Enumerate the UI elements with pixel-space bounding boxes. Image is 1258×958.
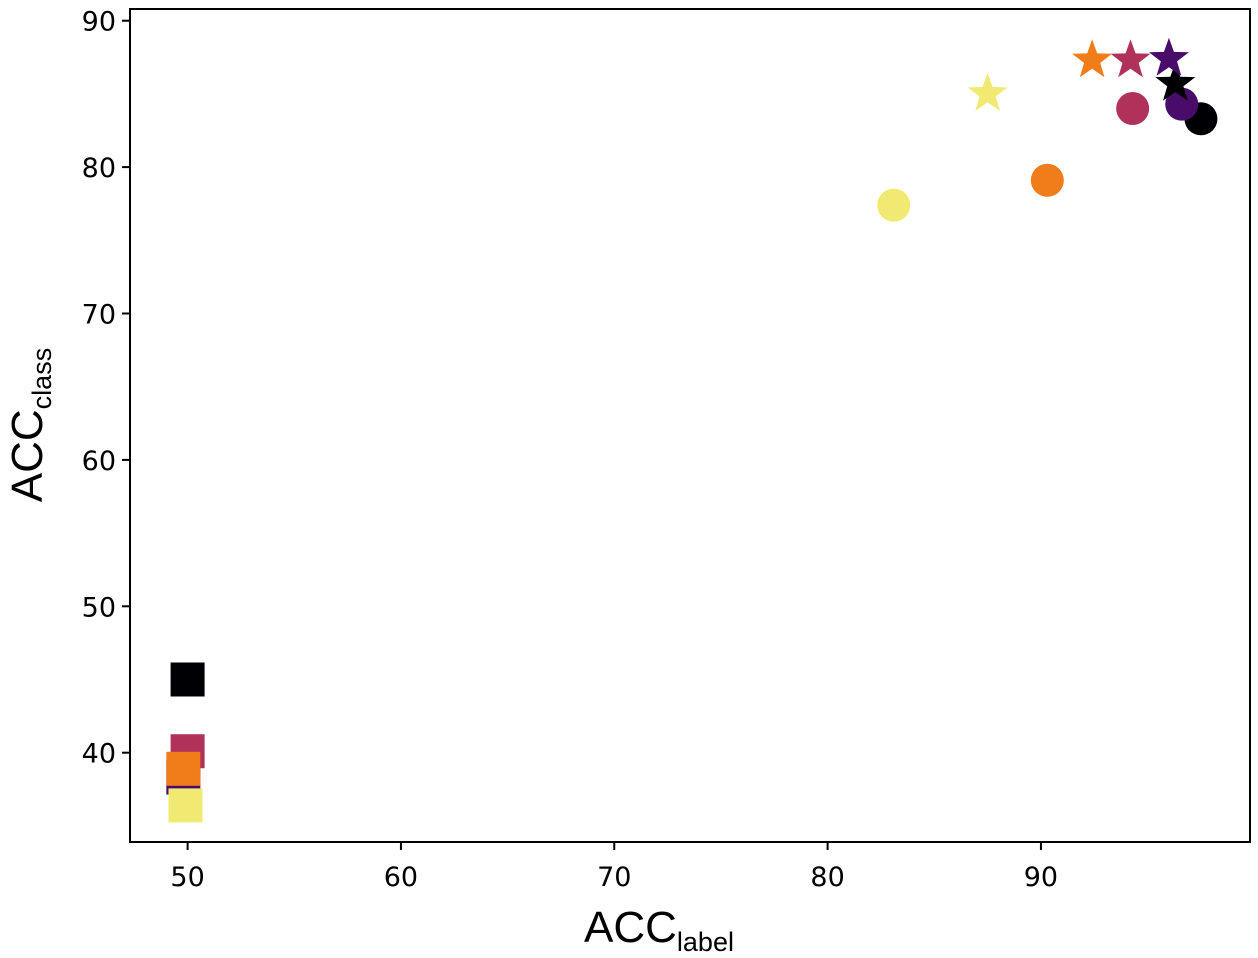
y-axis-label: ACCclass — [3, 348, 57, 502]
axis-ticks: 50 60 70 80 90 40 50 60 70 80 90 — [82, 7, 1058, 893]
plot-area-frame — [129, 8, 1251, 843]
circle-marker-orange — [1030, 163, 1064, 197]
star-marker-black — [1155, 62, 1196, 101]
data-points — [166, 37, 1218, 823]
star-marker-orange — [1072, 39, 1113, 78]
y-tick-label: 70 — [82, 300, 116, 331]
x-tick-label: 70 — [597, 862, 631, 893]
x-tick-label: 90 — [1024, 862, 1058, 893]
y-tick-label: 40 — [82, 739, 116, 770]
star-marker-yellow — [967, 72, 1008, 111]
circle-marker-crimson — [1116, 92, 1150, 126]
x-axis-label: ACClabel — [584, 903, 734, 957]
circle-marker-yellow — [877, 188, 911, 222]
star-marker-purple — [1148, 37, 1189, 76]
square-marker-black — [170, 662, 205, 697]
y-tick-label: 90 — [82, 7, 116, 38]
y-tick-label: 50 — [82, 592, 116, 623]
square-marker-orange — [166, 751, 201, 786]
star-marker-crimson — [1110, 39, 1151, 78]
x-tick-label: 60 — [384, 862, 418, 893]
square-marker-yellow — [168, 788, 203, 823]
x-tick-label: 80 — [810, 862, 844, 893]
y-tick-label: 80 — [82, 153, 116, 184]
x-tick-label: 50 — [170, 862, 204, 893]
circle-marker-purple — [1165, 87, 1199, 121]
y-tick-label: 60 — [82, 446, 116, 477]
